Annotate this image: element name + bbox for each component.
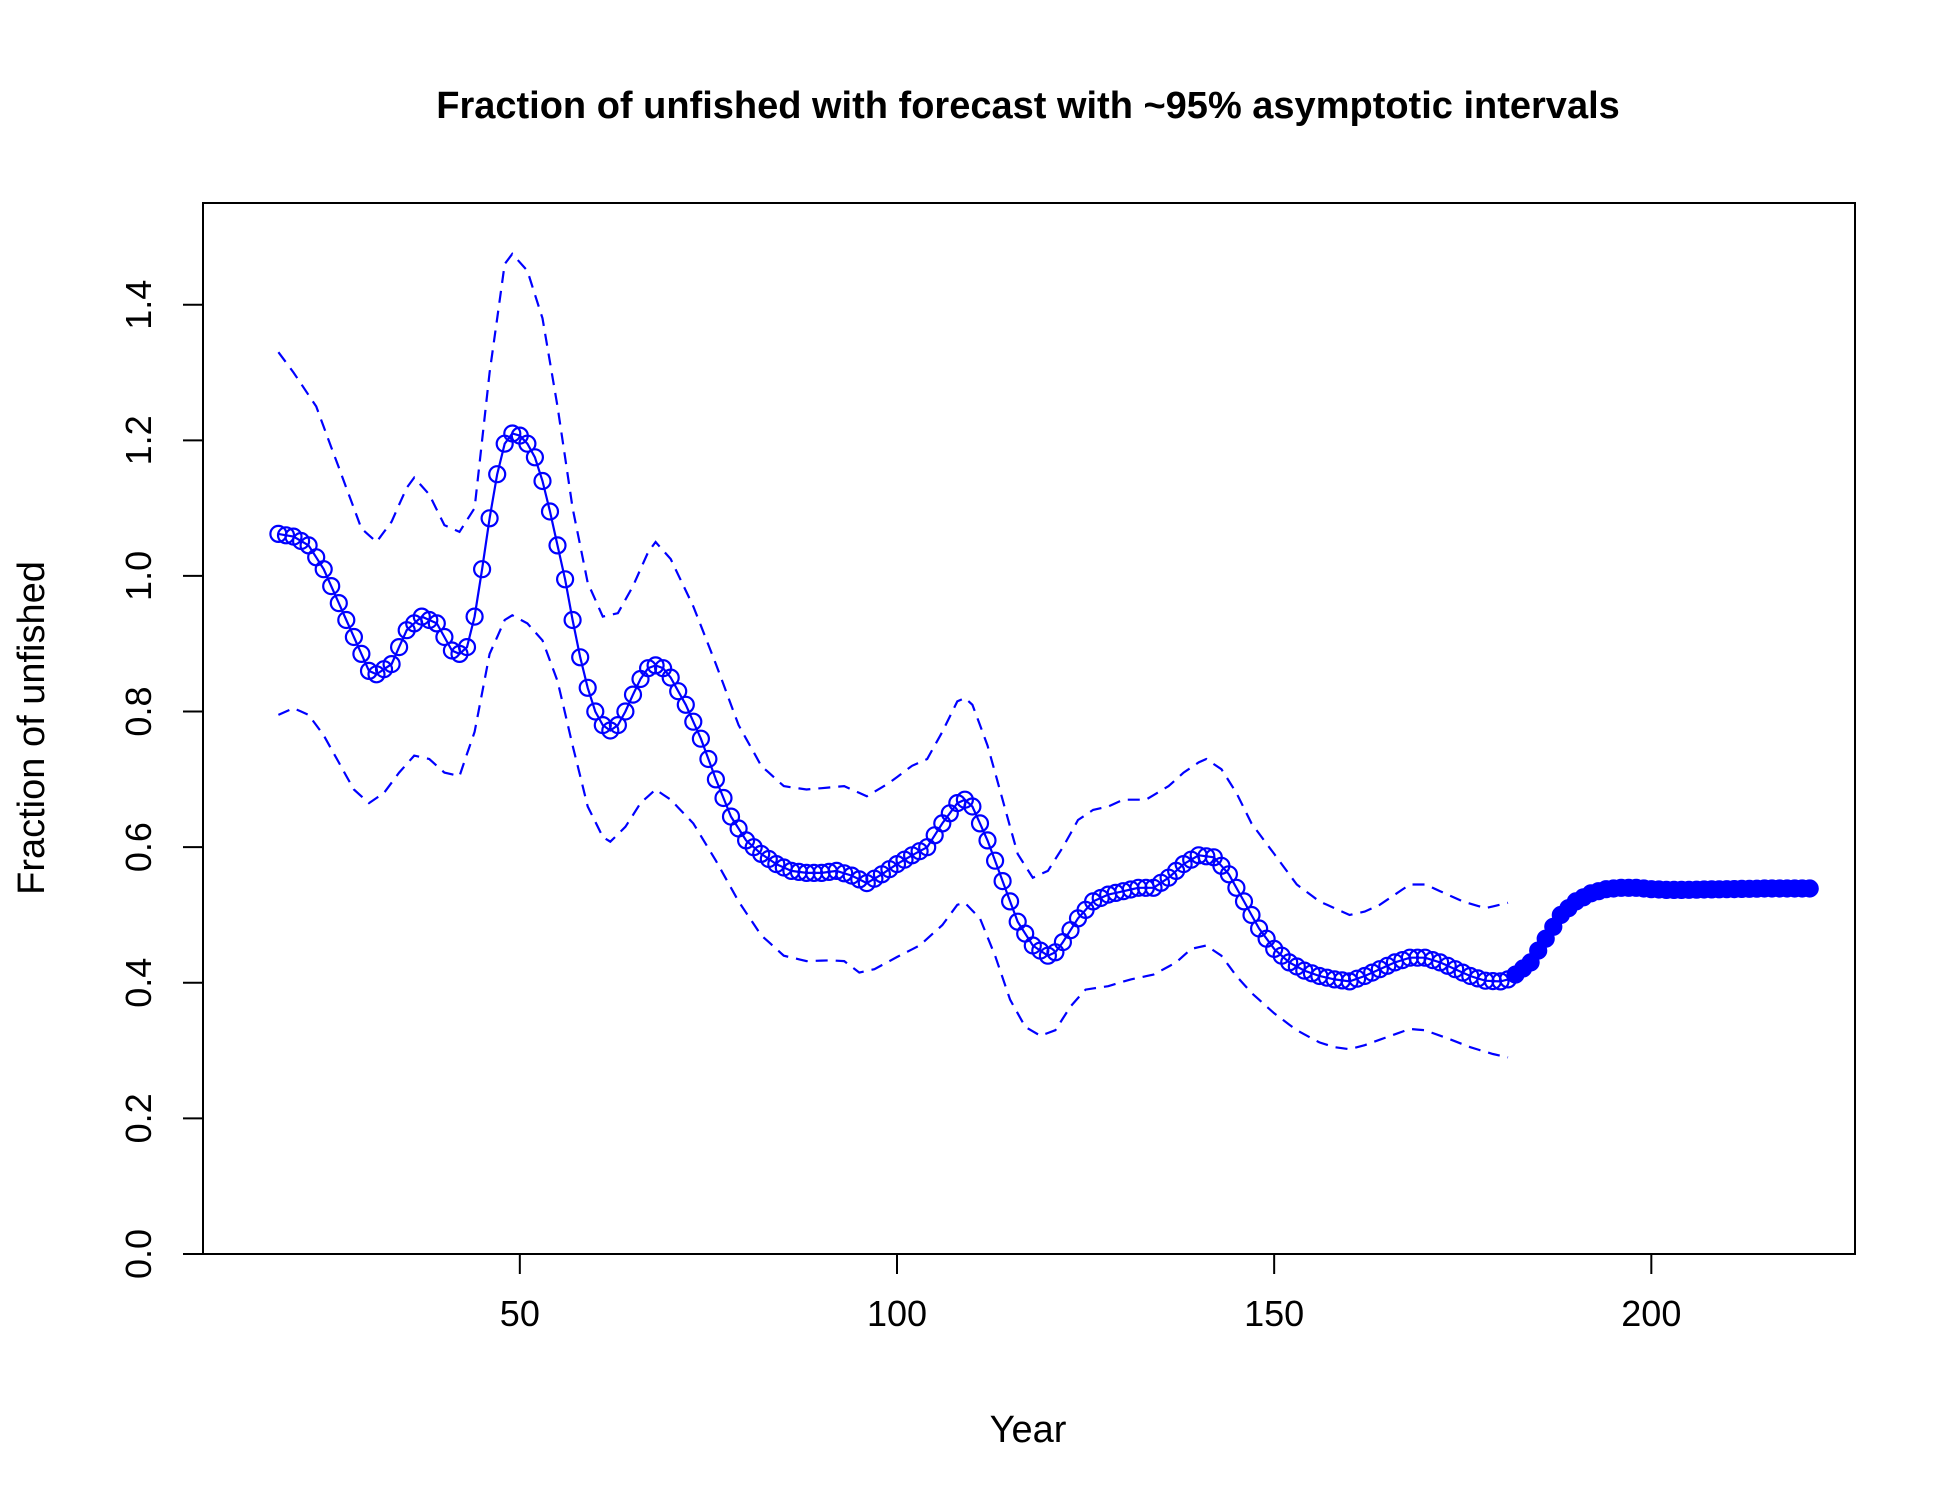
data-point: [623, 685, 643, 704]
data-point: [616, 702, 635, 721]
lower-95-interval-line: [277, 614, 1509, 1059]
data-point: [329, 593, 348, 613]
data-point: [699, 749, 718, 769]
data-point: [1423, 950, 1442, 970]
estimate-points: [269, 424, 1518, 991]
y-tick-label: 0.0: [118, 1229, 159, 1279]
data-point: [525, 448, 545, 467]
data-point: [352, 644, 371, 664]
data-point: [555, 570, 575, 589]
data-point: [533, 471, 552, 491]
data-point: [669, 682, 688, 701]
data-point: [276, 526, 296, 545]
series-layer: [269, 252, 1819, 1059]
data-point: [970, 814, 990, 833]
y-tick-label: 1.4: [118, 280, 159, 330]
y-tick-label: 0.6: [118, 822, 159, 872]
data-point: [835, 864, 854, 883]
x-axis-title: Year: [990, 1409, 1067, 1451]
data-point: [586, 702, 605, 721]
data-point: [390, 637, 409, 657]
data-point: [563, 610, 582, 630]
plot-frame: [202, 202, 1856, 1255]
data-point: [465, 607, 484, 626]
y-tick-label: 1.0: [118, 551, 159, 601]
data-point: [518, 434, 537, 453]
data-point: [503, 424, 522, 443]
y-tick-label: 0.8: [118, 687, 159, 737]
x-tick-label: 100: [867, 1293, 927, 1334]
data-point: [978, 831, 997, 850]
data-point: [684, 712, 703, 731]
data-point: [457, 637, 477, 657]
data-point: [706, 770, 726, 789]
x-tick-label: 150: [1244, 1293, 1304, 1334]
data-point: [1242, 905, 1261, 925]
data-point: [344, 627, 363, 647]
chart-title: Fraction of unfished with forecast with …: [436, 85, 1620, 127]
data-point: [548, 536, 567, 555]
data-point: [488, 465, 507, 484]
data-point: [963, 797, 982, 816]
data-point: [473, 560, 492, 579]
data-point: [1197, 847, 1216, 866]
x-tick-label: 50: [500, 1293, 540, 1334]
data-point: [322, 576, 341, 596]
data-point: [1347, 969, 1367, 988]
data-point: [1219, 865, 1239, 884]
data-point: [993, 871, 1012, 891]
data-point: [676, 695, 695, 714]
data-point: [480, 509, 499, 528]
x-axis: 50 100 150 200: [500, 1254, 1681, 1334]
data-point: [1800, 879, 1819, 898]
data-point: [578, 678, 597, 697]
x-tick-label: 200: [1621, 1293, 1681, 1334]
data-point: [337, 610, 356, 630]
data-point: [985, 851, 1005, 870]
data-point: [314, 560, 333, 579]
data-point: [1000, 892, 1020, 911]
y-tick-label: 0.4: [118, 958, 159, 1008]
y-axis: 0.0 0.2 0.4 0.6 0.8 1.0 1.2 1.4: [118, 280, 203, 1279]
data-point: [382, 654, 401, 674]
data-point: [646, 656, 665, 675]
data-point: [435, 627, 454, 647]
data-point: [661, 668, 680, 687]
data-point: [571, 648, 590, 667]
data-point: [1234, 892, 1254, 911]
data-point: [540, 502, 560, 521]
y-tick-label: 0.2: [118, 1093, 159, 1143]
data-point: [427, 614, 446, 633]
y-tick-label: 1.2: [118, 415, 159, 465]
estimate-line: [278, 432, 1509, 983]
data-point: [1491, 972, 1510, 991]
data-point: [608, 715, 628, 735]
upper-95-interval-line: [277, 252, 1509, 917]
data-point: [691, 729, 711, 748]
forecast-points: [1506, 878, 1819, 984]
data-point: [1227, 878, 1246, 897]
data-point: [714, 788, 733, 808]
y-axis-title: Fraction of unfished: [11, 561, 53, 895]
